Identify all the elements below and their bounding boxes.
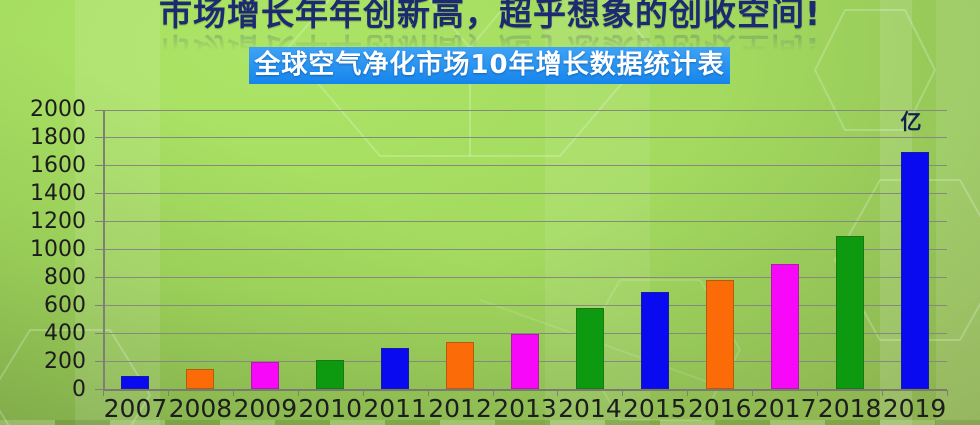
x-axis-label: 2007 xyxy=(103,394,168,423)
bar-2008 xyxy=(186,368,215,390)
x-axis-label: 2018 xyxy=(817,394,882,423)
y-axis-label: 1600 xyxy=(30,152,86,178)
unit-label: 亿 xyxy=(900,110,922,134)
bar-2012 xyxy=(446,341,475,390)
bar-2016 xyxy=(705,280,734,390)
y-axis-label: 600 xyxy=(44,292,86,318)
page-title: 市场增长年年创新高，超乎想象的创收空间! xyxy=(158,0,822,33)
x-axis-label: 2012 xyxy=(428,394,492,423)
gridline xyxy=(103,193,947,195)
x-tick xyxy=(557,390,559,396)
bar-2011 xyxy=(381,347,410,390)
y-axis-label: 2000 xyxy=(30,97,86,122)
gridline xyxy=(103,305,947,307)
bar-2014 xyxy=(575,308,604,390)
y-axis-label: 800 xyxy=(44,264,86,290)
y-axis-label: 1800 xyxy=(30,124,86,150)
y-axis-label: 0 xyxy=(72,376,86,402)
chart-title-banner: 全球空气净化市场10年增长数据统计表 xyxy=(249,47,730,84)
y-tick xyxy=(95,137,103,139)
x-tick xyxy=(232,390,234,396)
x-axis-label: 2019 xyxy=(882,394,947,423)
y-tick xyxy=(95,389,103,390)
bar-2009 xyxy=(251,361,280,390)
x-axis-label: 2009 xyxy=(233,394,298,423)
y-axis-line xyxy=(103,110,105,390)
y-axis-label: 1000 xyxy=(30,236,86,262)
x-axis-label: 2016 xyxy=(687,394,752,423)
bar-2013 xyxy=(511,333,539,390)
x-tick xyxy=(492,390,494,396)
y-axis-label: 200 xyxy=(44,348,86,374)
x-axis-label: 2014 xyxy=(558,394,622,423)
x-axis-label: 2017 xyxy=(752,394,817,423)
bar-2019 xyxy=(900,151,929,390)
x-axis-label: 2011 xyxy=(363,394,427,423)
gridline xyxy=(103,221,947,223)
x-tick xyxy=(622,390,624,396)
y-axis-label: 400 xyxy=(44,320,86,346)
x-tick xyxy=(297,390,299,396)
y-axis-label: 1200 xyxy=(30,208,86,234)
gridline xyxy=(103,109,947,111)
x-tick xyxy=(947,390,948,396)
y-tick xyxy=(95,165,103,167)
y-axis-label: 1400 xyxy=(30,180,86,206)
bar-2007 xyxy=(121,375,150,390)
x-tick xyxy=(752,390,754,396)
bar-2015 xyxy=(640,291,669,390)
y-tick xyxy=(95,221,103,223)
y-tick xyxy=(95,277,103,279)
x-axis-line xyxy=(103,388,947,391)
y-tick xyxy=(95,361,103,363)
gridline xyxy=(103,137,947,139)
bar-2010 xyxy=(316,360,345,390)
gridline xyxy=(103,165,947,167)
x-tick xyxy=(103,390,104,396)
y-tick xyxy=(95,305,103,307)
x-axis-label: 2015 xyxy=(623,394,687,423)
x-tick xyxy=(882,390,884,396)
gridline xyxy=(103,249,947,251)
x-tick xyxy=(817,390,819,396)
x-axis-label: 2008 xyxy=(168,394,233,423)
x-axis-label: 2013 xyxy=(493,394,557,423)
gridline xyxy=(103,277,947,279)
y-tick xyxy=(95,193,103,195)
x-axis-label: 2010 xyxy=(298,394,363,423)
bottom-decoration xyxy=(0,420,980,425)
x-tick xyxy=(687,390,689,396)
y-tick xyxy=(95,249,103,251)
bar-2017 xyxy=(770,263,799,390)
y-tick xyxy=(95,333,103,335)
x-tick xyxy=(167,390,169,396)
x-tick xyxy=(362,390,364,396)
x-tick xyxy=(427,390,429,396)
bar-2018 xyxy=(835,235,864,390)
y-tick xyxy=(95,109,103,111)
